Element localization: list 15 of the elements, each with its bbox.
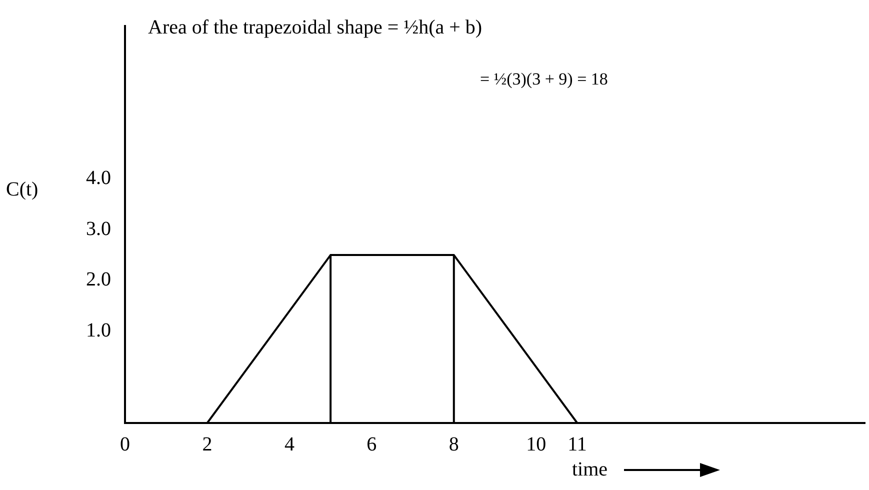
x-tick-label: 11	[568, 433, 587, 456]
x-tick-label: 0	[120, 433, 130, 456]
annotation: Area of the trapezoidal shape = ½h(a + b)	[148, 16, 482, 38]
y-tick-label: 4.0	[86, 166, 111, 189]
x-tick-label: 10	[526, 433, 546, 456]
annotation: = ½(3)(3 + 9) = 18	[480, 69, 608, 88]
x-tick-label: 8	[448, 433, 459, 456]
y-axis-title: C(t)	[6, 178, 38, 200]
y-tick-label: 3.0	[86, 218, 111, 240]
y-tick-label: 2.0	[86, 268, 111, 291]
x-tick-label: 2	[202, 433, 212, 456]
x-axis-title: time	[572, 458, 608, 480]
x-tick-label: 6	[366, 433, 377, 456]
x-tick-label: 4	[284, 433, 294, 456]
y-tick-label: 1.0	[86, 320, 111, 342]
